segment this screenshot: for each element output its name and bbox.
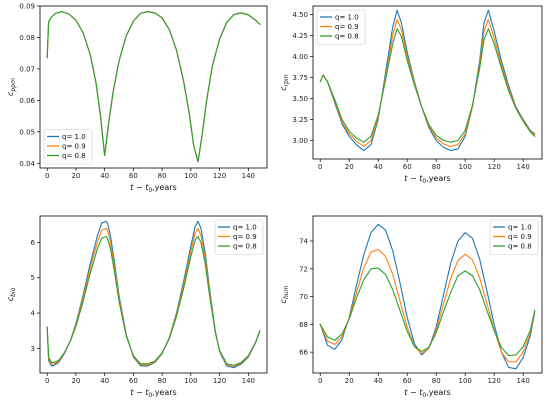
x-tick-label: 80 — [158, 172, 167, 180]
legend-label: q= 0.9 — [508, 233, 532, 241]
x-tick-label: 40 — [374, 163, 383, 171]
chart-panel-4: 0 20 40 60 80 100 120 140 66 68 70 72 74 t − t0,years… — [279, 215, 543, 399]
y-tick-label: 3.00 — [292, 137, 308, 145]
legend-label: q= 0.8 — [233, 243, 257, 251]
legend-label: q= 0.8 — [62, 152, 86, 160]
x-tick-label: 40 — [374, 377, 383, 385]
legend-label: q= 0.9 — [62, 143, 86, 151]
x-axis-label: t − t0,years — [130, 388, 176, 399]
x-tick-label: 120 — [487, 163, 500, 171]
legend-label: q= 1.0 — [62, 133, 86, 141]
chart-panel-1: 0 20 40 60 80 100 120 140 0.04 0.05 0.06 0.07 0.08 0.… — [6, 3, 268, 194]
x-tick-label: 120 — [213, 377, 226, 385]
x-tick-label: 120 — [487, 377, 500, 385]
legend: q= 1.0 q= 0.9q= 0.8 — [43, 129, 93, 165]
x-tick-label: 80 — [432, 163, 441, 171]
y-tick-label: 3.50 — [292, 95, 308, 103]
legend: q= 1.0q= 0.9 q= 0.8 — [489, 219, 539, 255]
x-tick-label: 60 — [129, 172, 138, 180]
legend-label: q= 0.9 — [233, 233, 257, 241]
legend: q= 1.0q= 0.9 q= 0.8 — [316, 9, 366, 45]
legend: q= 1.0q= 0.9 q= 0.8 — [214, 219, 264, 255]
x-tick-label: 0 — [45, 172, 49, 180]
y-tick-label: 0.04 — [19, 160, 35, 168]
y-tick-label: 3.25 — [292, 116, 308, 124]
legend-label: q= 1.0 — [508, 224, 532, 232]
y-tick-label: 70 — [299, 293, 308, 301]
y-tick-label: 4.00 — [292, 53, 308, 61]
x-tick-label: 140 — [242, 172, 255, 180]
x-tick-label: 140 — [242, 377, 255, 385]
x-tick-label: 20 — [345, 163, 354, 171]
x-tick-label: 40 — [100, 377, 109, 385]
y-tick-label: 0.05 — [19, 128, 35, 136]
chart-panel-2: 0 20 40 60 80 100 120 140 3.00 3.25 3.50 3.75 4.00 4.… — [279, 5, 543, 185]
plot-frame — [312, 215, 543, 374]
y-tick-label: 0.08 — [19, 34, 35, 42]
series-line — [319, 267, 536, 357]
x-tick-label: 100 — [184, 377, 197, 385]
x-tick-label: 0 — [318, 163, 322, 171]
y-axis-label: cbio — [6, 287, 17, 301]
y-tick-label: 68 — [299, 321, 308, 329]
x-tick-label: 20 — [71, 172, 80, 180]
x-tick-label: 100 — [458, 377, 471, 385]
x-tick-label: 100 — [184, 172, 197, 180]
x-tick-label: 60 — [403, 163, 412, 171]
legend-label: q= 0.8 — [508, 243, 532, 251]
y-tick-label: 72 — [299, 265, 308, 273]
x-tick-label: 60 — [403, 377, 412, 385]
y-tick-label: 0.09 — [19, 3, 35, 11]
x-axis-label: t − t0,years — [130, 183, 176, 194]
x-tick-label: 20 — [71, 377, 80, 385]
y-axis-label: crpm — [279, 74, 290, 91]
y-tick-label: 5 — [31, 274, 35, 282]
y-tick-label: 6 — [31, 239, 36, 247]
y-tick-label: 66 — [299, 349, 308, 357]
y-tick-label: 0.06 — [19, 97, 35, 105]
x-tick-label: 140 — [516, 377, 529, 385]
series-line — [46, 11, 261, 163]
series-line — [319, 248, 536, 363]
y-tick-label: 3.75 — [292, 74, 308, 82]
x-tick-label: 40 — [100, 172, 109, 180]
x-tick-label: 0 — [318, 377, 322, 385]
legend-label: q= 1.0 — [335, 14, 359, 22]
x-tick-label: 60 — [129, 377, 138, 385]
x-tick-label: 140 — [516, 163, 529, 171]
y-axis-label: chum — [279, 285, 290, 303]
legend-label: q= 1.0 — [233, 224, 257, 232]
series-line — [46, 235, 261, 366]
y-tick-label: 4 — [31, 310, 36, 318]
x-tick-label: 20 — [345, 377, 354, 385]
y-tick-label: 4.50 — [292, 11, 308, 19]
x-tick-label: 0 — [45, 377, 49, 385]
y-tick-label: 74 — [299, 238, 308, 246]
legend-label: q= 0.8 — [335, 33, 359, 41]
y-axis-label: cppm — [6, 78, 17, 96]
plot-frame — [39, 215, 268, 374]
y-tick-label: 3 — [31, 345, 35, 353]
x-axis-label: t − t0,years — [404, 388, 450, 399]
chart-panel-3: 0 20 40 60 80 100 120 140 3 4 5 6 t − t0,years cbio q=… — [6, 215, 268, 399]
plot-frame — [312, 5, 543, 160]
x-tick-label: 120 — [213, 172, 226, 180]
x-axis-label: t − t0,years — [404, 174, 450, 185]
y-tick-label: 0.07 — [19, 65, 35, 73]
plot-frame — [39, 5, 268, 169]
series-line — [319, 28, 536, 143]
y-tick-label: 4.25 — [292, 32, 308, 40]
x-tick-label: 100 — [458, 163, 471, 171]
x-tick-label: 80 — [158, 377, 167, 385]
legend-label: q= 0.9 — [335, 23, 359, 31]
x-tick-label: 80 — [432, 377, 441, 385]
